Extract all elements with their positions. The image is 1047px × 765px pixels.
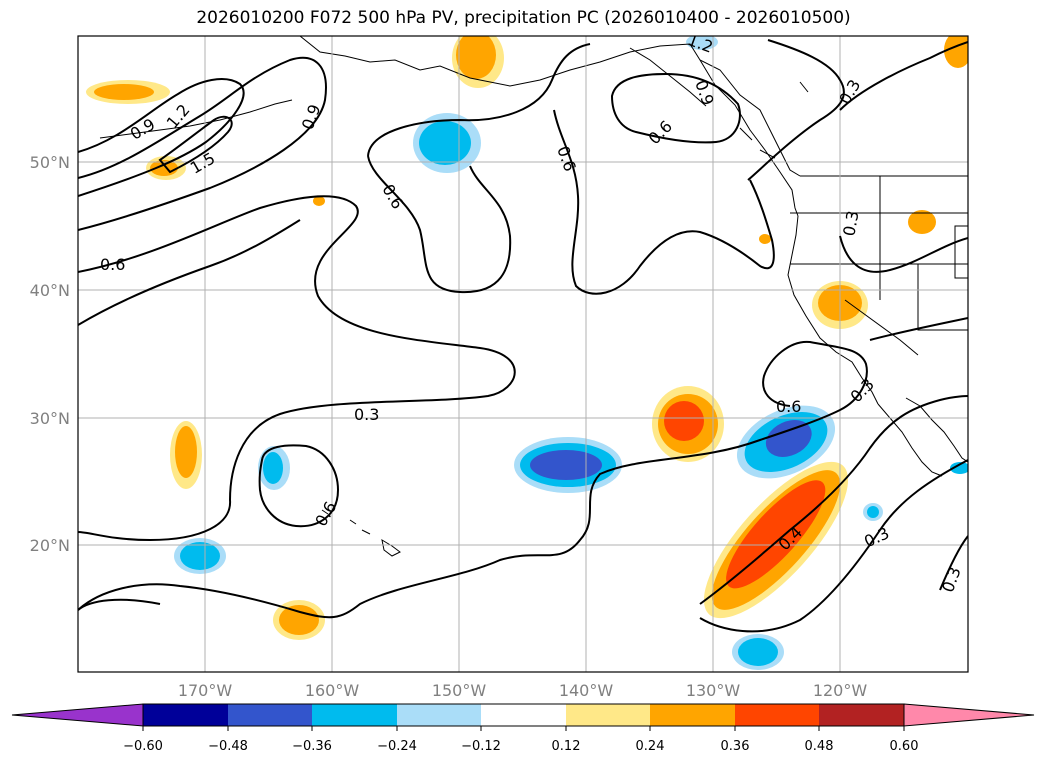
lon-labels: 170°W 160°W 150°W 140°W 130°W 120°W [178,681,868,700]
contour-east-0-3 [839,41,968,111]
lon-label-150w: 150°W [432,681,487,700]
colorbar-label-3: −0.36 [292,739,332,754]
neg-blob-east [736,405,836,479]
contour-southeast-inner [699,459,968,633]
colorbar-seg-2 [228,704,312,726]
map-panel: 0.6 0.9 1.2 1.5 0.9 0.6 0.6 0.6 1.2 0.9 … [78,36,968,672]
contour-southeast-edge [939,535,968,591]
pv-contours [78,39,968,633]
contour-east-lower [869,317,968,341]
pos-blob-nw [86,80,170,104]
neg-blob-topright [686,36,718,50]
clabel-12: 0.3 [839,209,862,237]
neg-blob-southwest [174,538,226,574]
contour-west-inner [78,219,301,326]
pos-blob-subtropical [703,461,849,619]
lon-label-170w: 170°W [178,681,233,700]
contour-south-bottom [78,598,161,611]
colorbar-frame [142,703,905,727]
colorbar-label-1: −0.60 [123,739,163,754]
contour-north-loop [367,43,591,157]
contour-east-0-3b [839,235,968,273]
colorbar-seg-6 [566,704,650,726]
lon-label-120w: 120°W [813,681,868,700]
colorbar-label-9: 0.48 [805,739,834,754]
colorbar-arrow-left [11,703,144,727]
contour-loop-0-6 [610,72,741,144]
contour-nw-1-2 [78,78,245,197]
neg-blob-west [258,446,290,490]
map-background [78,36,968,672]
pos-blob-west30 [170,421,202,489]
colorbar-seg-5 [481,704,566,726]
pos-blob-top [452,36,504,88]
map-frame [77,35,969,673]
contour-hawaii-loop [258,444,340,528]
clabel-13: 0.3 [354,405,379,424]
colorbar-label-7: 0.24 [636,739,665,754]
colorbar-seg-3 [312,704,397,726]
alaska-coast [299,36,801,177]
pos-blob-central [652,386,724,462]
coastlines [99,36,968,557]
colorbar-seg-1 [143,704,228,726]
islands-bc [629,47,809,159]
pos-blob-south [273,600,325,640]
graticule [78,36,968,672]
colorbar-label-6: 0.12 [552,739,581,754]
lon-label-140w: 140°W [559,681,614,700]
colorbar-seg-7 [650,704,735,726]
colorbar-seg-9 [819,704,904,726]
lon-label-160w: 160°W [305,681,360,700]
clabel-1: 0.6 [100,255,125,274]
contour-east-mid [747,39,845,181]
colorbar-label-4: −0.24 [377,739,417,754]
colorbar-seg-8 [735,704,819,726]
colorbar-seg-4 [397,704,481,726]
colorbar-arrow-right [903,703,1035,727]
neg-blob-small [863,462,968,521]
lat-label-20n: 20°N [30,536,70,555]
colorbar: −0.60 −0.48 −0.36 −0.24 −0.12 0.12 0.24 … [11,703,1035,754]
contour-south-0-3 [78,340,868,619]
contour-mid-0-6 [553,109,775,295]
colorbar-label-5: −0.12 [461,739,501,754]
colorbar-label-10: 0.60 [890,739,919,754]
clabel-16: 0.6 [776,397,801,416]
contour-nw-1-5 [158,115,233,174]
lat-label-40n: 40°N [30,281,70,300]
contour-nw-0-9 [78,56,327,231]
bc-coast [699,59,799,217]
us-west-coast [787,215,879,405]
lat-label-30n: 30°N [30,409,70,428]
colorbar-label-8: 0.36 [721,739,750,754]
map-title: 2026010200 F072 500 hPa PV, precipitatio… [196,8,851,28]
pos-blob-montana [908,210,936,234]
pos-blob-small1 [313,196,771,244]
lon-label-130w: 130°W [686,681,741,700]
colorbar-label-2: −0.48 [208,739,248,754]
hawaii [321,509,401,557]
neg-blob-north [413,113,481,173]
contour-north-0-6 [367,155,512,294]
neg-blob-central [514,437,622,493]
contour-southeast-0-3 [699,395,968,605]
lat-labels: 50°N 40°N 30°N 20°N [30,153,70,555]
neg-blob-bottom [732,634,784,670]
contour-west-0-6 [78,195,516,542]
us-state-lines [790,176,968,356]
lat-label-50n: 50°N [30,153,70,172]
colorbar-ticks [142,726,905,731]
